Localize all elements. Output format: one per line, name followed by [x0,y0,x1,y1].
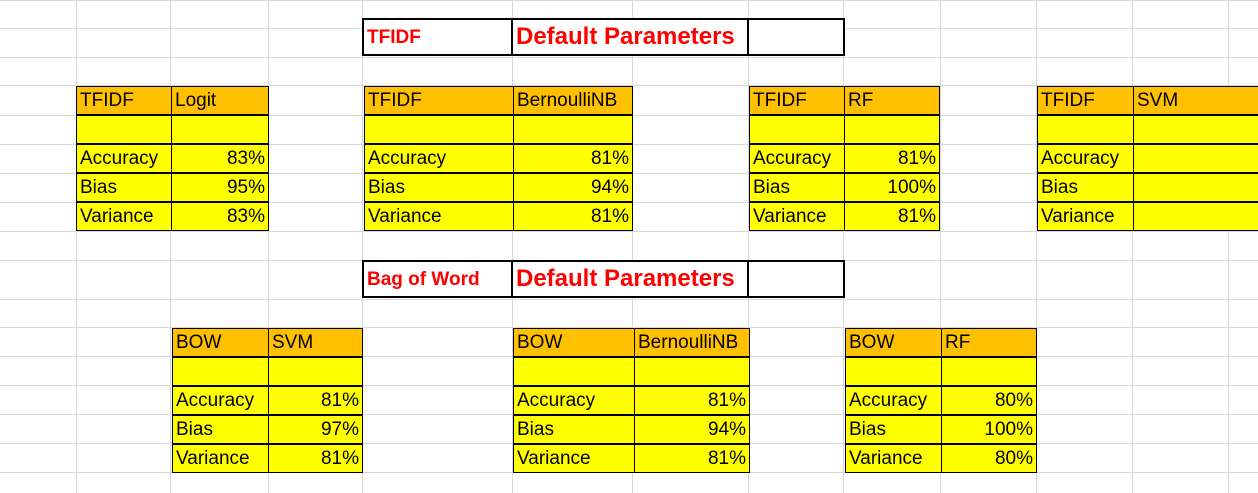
metric-name-cell[interactable]: Variance [513,444,635,473]
metric-name-cell[interactable]: Bias [172,415,269,444]
metric-value-cell[interactable]: 84% [1133,144,1258,173]
header-cell-feature[interactable]: BOW [513,328,635,357]
grid-column-line [268,0,269,493]
metric-name-cell[interactable]: Variance [172,444,269,473]
grid-column-line [1036,0,1037,493]
header-cell-model[interactable]: Logit [171,86,269,115]
empty-cell[interactable] [513,357,635,386]
header-cell-model[interactable]: BernoulliNB [634,328,750,357]
metric-value-cell[interactable]: 94% [513,173,633,202]
section-label-bow[interactable]: Bag of Word [362,260,513,298]
metric-name-cell[interactable]: Bias [1037,173,1134,202]
empty-cell[interactable] [364,115,514,144]
empty-cell[interactable] [1133,115,1258,144]
header-cell-model[interactable]: SVM [1133,86,1258,115]
grid-column-line [512,0,513,493]
metric-value-cell[interactable]: 81% [268,386,363,415]
empty-cell[interactable] [513,115,633,144]
metric-value-cell[interactable]: 81% [844,144,940,173]
header-cell-feature[interactable]: TFIDF [749,86,845,115]
section-label-tfidf[interactable]: TFIDF [362,18,513,56]
metric-value-cell[interactable]: 94% [634,415,750,444]
section-empty-cell-bow[interactable] [747,260,845,298]
metric-name-cell[interactable]: Bias [364,173,514,202]
metric-value-cell[interactable]: 81% [634,386,750,415]
metric-value-cell[interactable]: 81% [268,444,363,473]
grid-column-line [843,0,844,493]
header-cell-feature[interactable]: TFIDF [364,86,514,115]
metric-name-cell[interactable]: Variance [749,202,845,231]
header-cell-feature[interactable]: BOW [845,328,942,357]
grid-column-line [362,0,363,493]
metric-value-cell[interactable]: 81% [513,202,633,231]
empty-cell[interactable] [845,357,942,386]
metric-name-cell[interactable]: Accuracy [749,144,845,173]
metric-value-cell[interactable]: 100% [844,173,940,202]
grid-column-line [76,0,77,493]
metric-value-cell[interactable]: 81% [513,144,633,173]
metric-name-cell[interactable]: Variance [845,444,942,473]
metric-name-cell[interactable]: Variance [76,202,172,231]
grid-row-line [0,57,1258,58]
metric-name-cell[interactable]: Accuracy [1037,144,1134,173]
grid-column-line [748,0,749,493]
metric-name-cell[interactable]: Accuracy [172,386,269,415]
metric-value-cell[interactable]: 81% [844,202,940,231]
header-cell-feature[interactable]: TFIDF [1037,86,1134,115]
metric-value-cell[interactable]: 97% [268,415,363,444]
metric-name-cell[interactable]: Variance [1037,202,1134,231]
metric-value-cell[interactable]: 83% [171,144,269,173]
section-title-bow[interactable]: Default Parameters [511,260,749,298]
grid-row-line [0,0,1258,1]
empty-cell[interactable] [268,357,363,386]
header-cell-model[interactable]: RF [844,86,940,115]
metric-name-cell[interactable]: Accuracy [364,144,514,173]
empty-cell[interactable] [749,115,845,144]
metric-value-cell[interactable]: 95% [171,173,269,202]
metric-name-cell[interactable]: Bias [76,173,172,202]
empty-cell[interactable] [634,357,750,386]
metric-name-cell[interactable]: Variance [364,202,514,231]
empty-cell[interactable] [844,115,940,144]
metric-name-cell[interactable]: Accuracy [76,144,172,173]
header-cell-model[interactable]: SVM [268,328,363,357]
header-cell-feature[interactable]: TFIDF [76,86,172,115]
section-empty-cell-tfidf[interactable] [747,18,845,56]
grid-row-line [0,327,1258,328]
metric-name-cell[interactable]: Accuracy [513,386,635,415]
metric-value-cell[interactable]: 84% [1133,202,1258,231]
grid-column-line [632,0,633,493]
grid-row-line [0,85,1258,86]
grid-column-line [170,0,171,493]
metric-value-cell[interactable]: 80% [941,444,1037,473]
metric-value-cell[interactable]: 81% [634,444,750,473]
metric-name-cell[interactable]: Accuracy [845,386,942,415]
empty-cell[interactable] [1037,115,1134,144]
empty-cell[interactable] [171,115,269,144]
section-title-tfidf[interactable]: Default Parameters [511,18,749,56]
empty-cell[interactable] [172,357,269,386]
grid-row-line [0,231,1258,232]
metric-value-cell[interactable]: 80% [941,386,1037,415]
grid-column-line [1132,0,1133,493]
header-cell-model[interactable]: RF [941,328,1037,357]
header-cell-feature[interactable]: BOW [172,328,269,357]
metric-name-cell[interactable]: Bias [749,173,845,202]
header-cell-model[interactable]: BernoulliNB [513,86,633,115]
empty-cell[interactable] [941,357,1037,386]
grid-column-line [1228,0,1229,493]
metric-name-cell[interactable]: Bias [513,415,635,444]
metric-value-cell[interactable]: 100% [941,415,1037,444]
metric-value-cell[interactable]: 99% [1133,173,1258,202]
grid-row-line [0,299,1258,300]
grid-column-line [940,0,941,493]
empty-cell[interactable] [76,115,172,144]
metric-value-cell[interactable]: 83% [171,202,269,231]
metric-name-cell[interactable]: Bias [845,415,942,444]
